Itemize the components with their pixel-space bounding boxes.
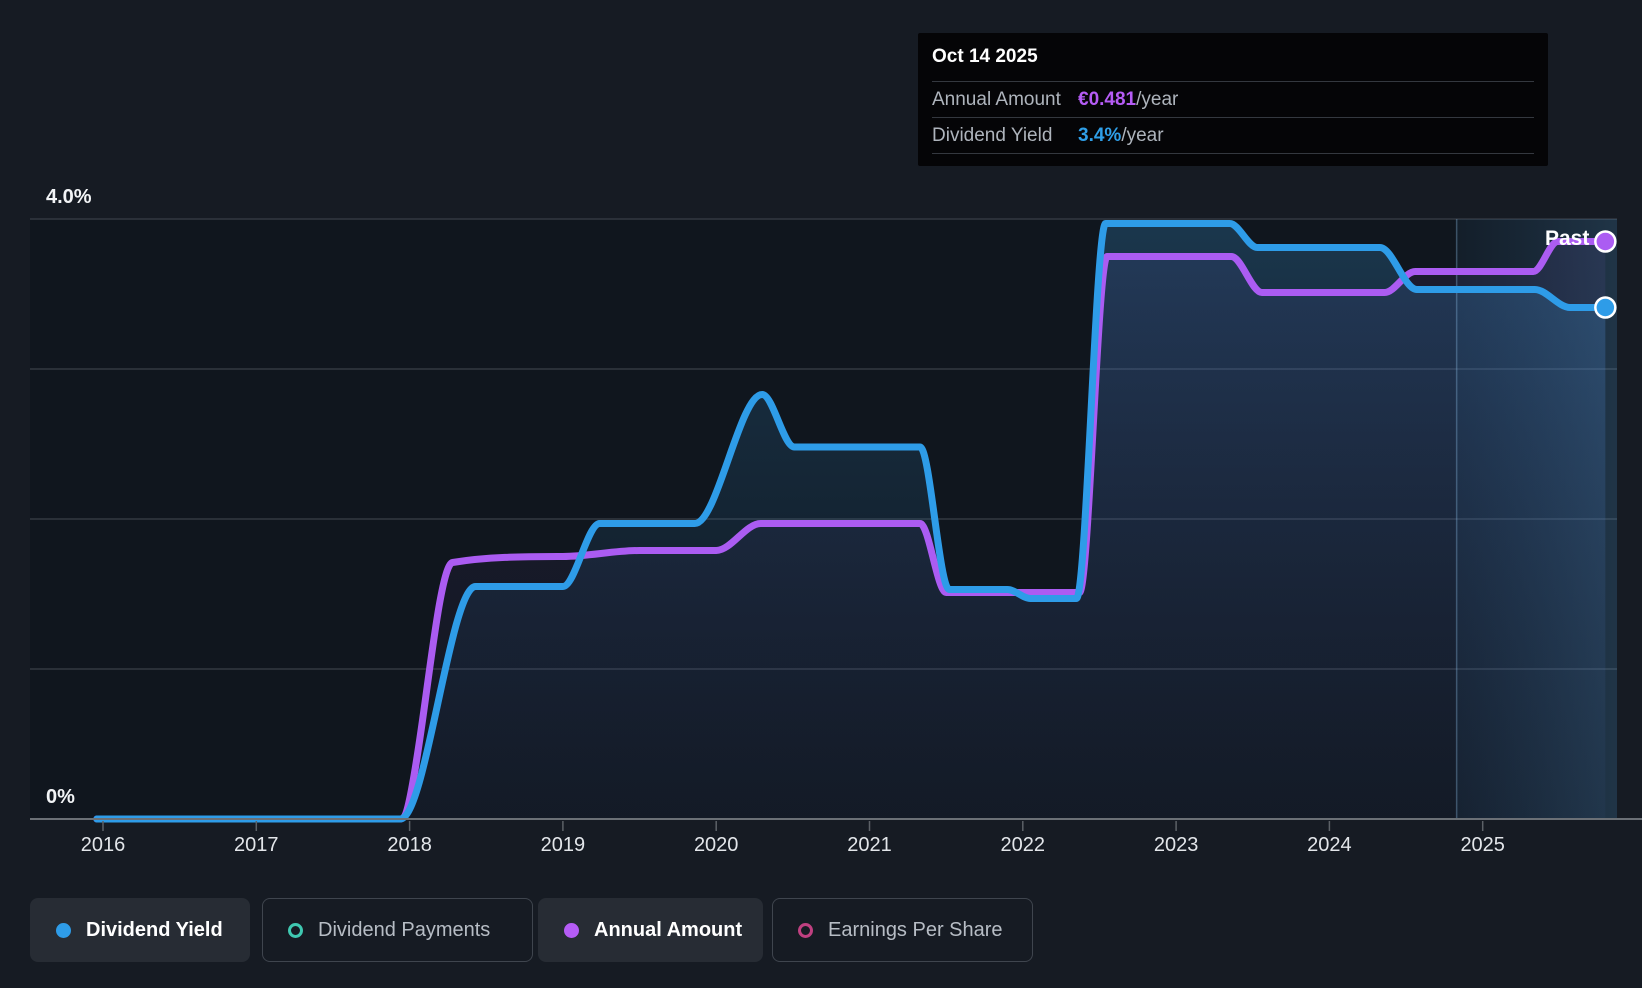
x-axis-label: 2016 — [81, 834, 126, 856]
x-axis-label: 2017 — [234, 834, 279, 856]
dividend-yield-line — [93, 219, 1609, 823]
tooltip-row-annual-amount: Annual Amount €0.481 /year — [932, 82, 1534, 118]
tooltip-label: Dividend Yield — [932, 124, 1053, 146]
x-axis-label: 2022 — [1001, 834, 1046, 856]
legend-button-dividend-payments[interactable]: Dividend Payments — [262, 898, 533, 962]
endpoint-dot — [1594, 230, 1617, 253]
dividend-payments-ring-icon — [288, 922, 303, 938]
x-axis-label: 2018 — [387, 834, 432, 856]
legend-button-earnings-per-share[interactable]: Earnings Per Share — [772, 898, 1033, 962]
x-axis-label: 2021 — [847, 834, 892, 856]
past-band — [1456, 219, 1617, 819]
legend-label: Earnings Per Share — [828, 918, 1003, 941]
tooltip-value: €0.481 — [1078, 88, 1137, 110]
tooltip-label: Annual Amount — [932, 88, 1061, 110]
tooltip-date: Oct 14 2025 — [932, 33, 1534, 82]
x-axis-label: 2025 — [1460, 834, 1505, 856]
tooltip-value: 3.4% — [1078, 124, 1122, 146]
tooltip-suffix: /year — [1121, 124, 1164, 146]
y-axis-label: 4.0% — [46, 186, 92, 208]
chart-tooltip: Oct 14 2025 Annual Amount €0.481 /year D… — [918, 33, 1548, 166]
annual-amount-dot-icon — [564, 922, 579, 938]
past-region-label: Past — [1545, 227, 1590, 250]
earnings-per-share-ring-icon — [798, 922, 813, 938]
x-axis-label: 2023 — [1154, 834, 1199, 856]
legend-button-annual-amount[interactable]: Annual Amount — [538, 898, 763, 962]
legend-button-dividend-yield[interactable]: Dividend Yield — [30, 898, 250, 962]
legend-label: Annual Amount — [594, 918, 743, 941]
x-axis-label: 2020 — [694, 834, 739, 856]
dividend-yield-dot-icon — [56, 922, 71, 938]
endpoint-dot — [1594, 296, 1617, 319]
tooltip-suffix: /year — [1136, 88, 1179, 110]
tooltip-row-dividend-yield: Dividend Yield 3.4% /year — [932, 118, 1534, 154]
x-axis-label: 2024 — [1307, 834, 1352, 856]
x-axis-label: 2019 — [541, 834, 586, 856]
legend-label: Dividend Payments — [318, 918, 491, 941]
y-axis-label: 0% — [46, 786, 75, 808]
legend-label: Dividend Yield — [86, 918, 223, 941]
